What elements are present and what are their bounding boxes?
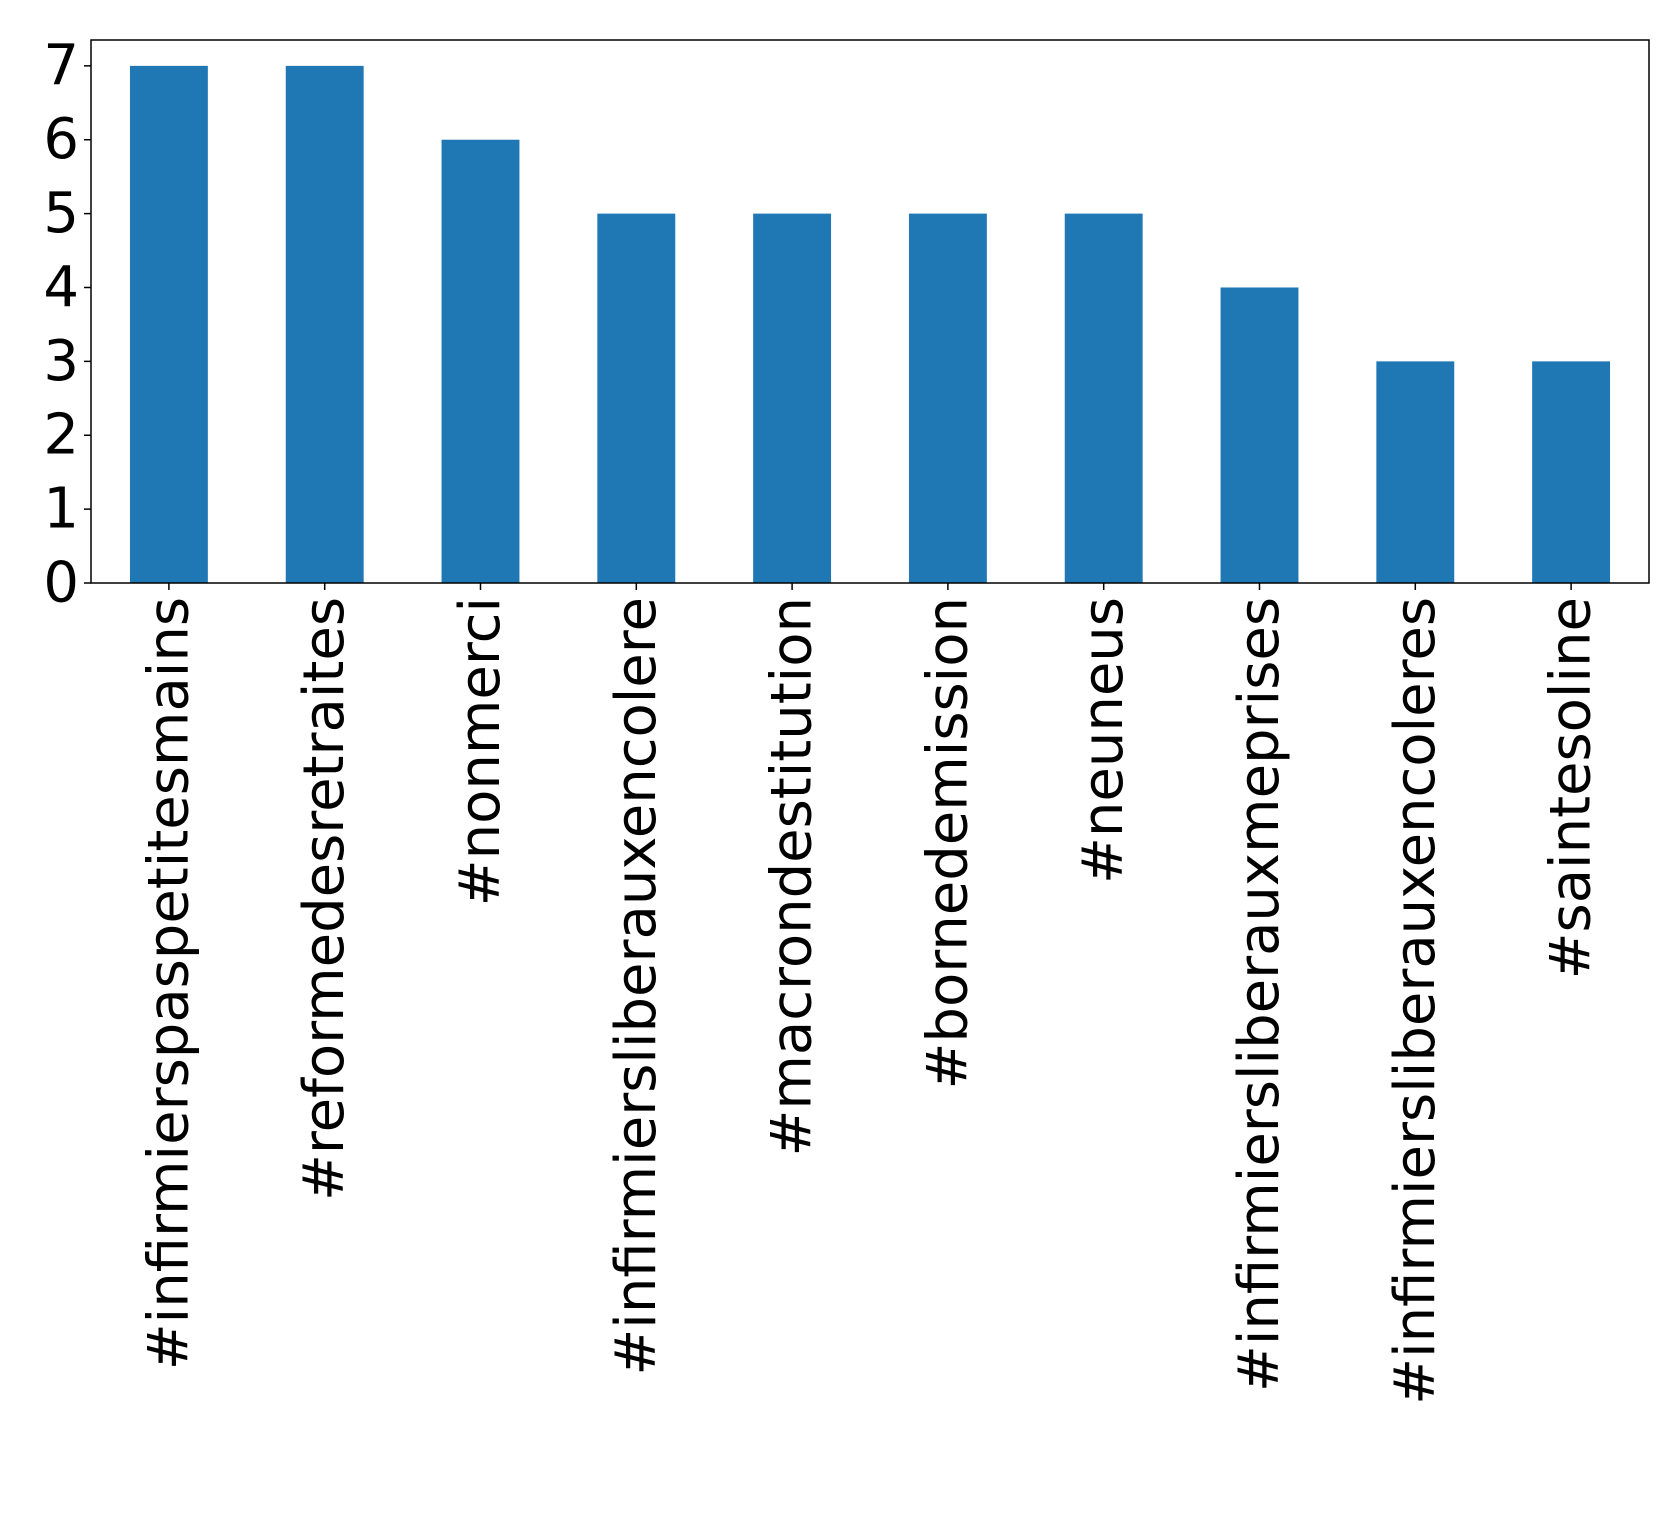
y-tick-label: 7 — [43, 33, 79, 98]
y-tick-label: 2 — [43, 403, 79, 468]
x-tick-label: #infirmiersliberauxmeprises — [1227, 597, 1292, 1392]
x-tick-label: #infirmierspaspetitesmains — [136, 597, 201, 1370]
x-tick-label: #infirmiersliberauxencolere — [604, 597, 669, 1376]
bar — [1064, 213, 1143, 583]
bar — [129, 65, 208, 584]
bar — [1532, 361, 1611, 583]
bar — [1376, 361, 1455, 583]
bar — [908, 213, 987, 583]
bar — [1220, 287, 1299, 583]
bar — [597, 213, 676, 583]
y-tick-label: 6 — [43, 107, 79, 172]
y-tick-label: 3 — [43, 329, 79, 394]
y-axis: 0 1 2 3 4 5 6 7 — [43, 33, 91, 616]
bars-layer — [129, 65, 1611, 584]
x-tick-label: #bornedemission — [915, 597, 980, 1090]
x-axis: #infirmierspaspetitesmains #reformedesret… — [136, 583, 1604, 1405]
plot-area-frame — [90, 39, 1650, 584]
x-tick-label: #reformedesretraites — [292, 597, 357, 1201]
x-tick-label: #saintesoline — [1539, 597, 1604, 979]
bar — [753, 213, 832, 583]
bar — [285, 65, 364, 584]
x-tick-label: #neuneus — [1071, 597, 1136, 884]
x-tick-label: #nonmerci — [448, 597, 513, 906]
bar — [441, 139, 520, 584]
x-tick-label: #macrondestitution — [760, 597, 825, 1157]
y-tick-label: 1 — [43, 477, 79, 542]
y-tick-label: 0 — [43, 551, 79, 616]
y-tick-label: 5 — [43, 181, 79, 246]
x-tick-label: #infirmiersliberauxencoleres — [1383, 597, 1448, 1405]
y-tick-label: 4 — [43, 255, 79, 320]
